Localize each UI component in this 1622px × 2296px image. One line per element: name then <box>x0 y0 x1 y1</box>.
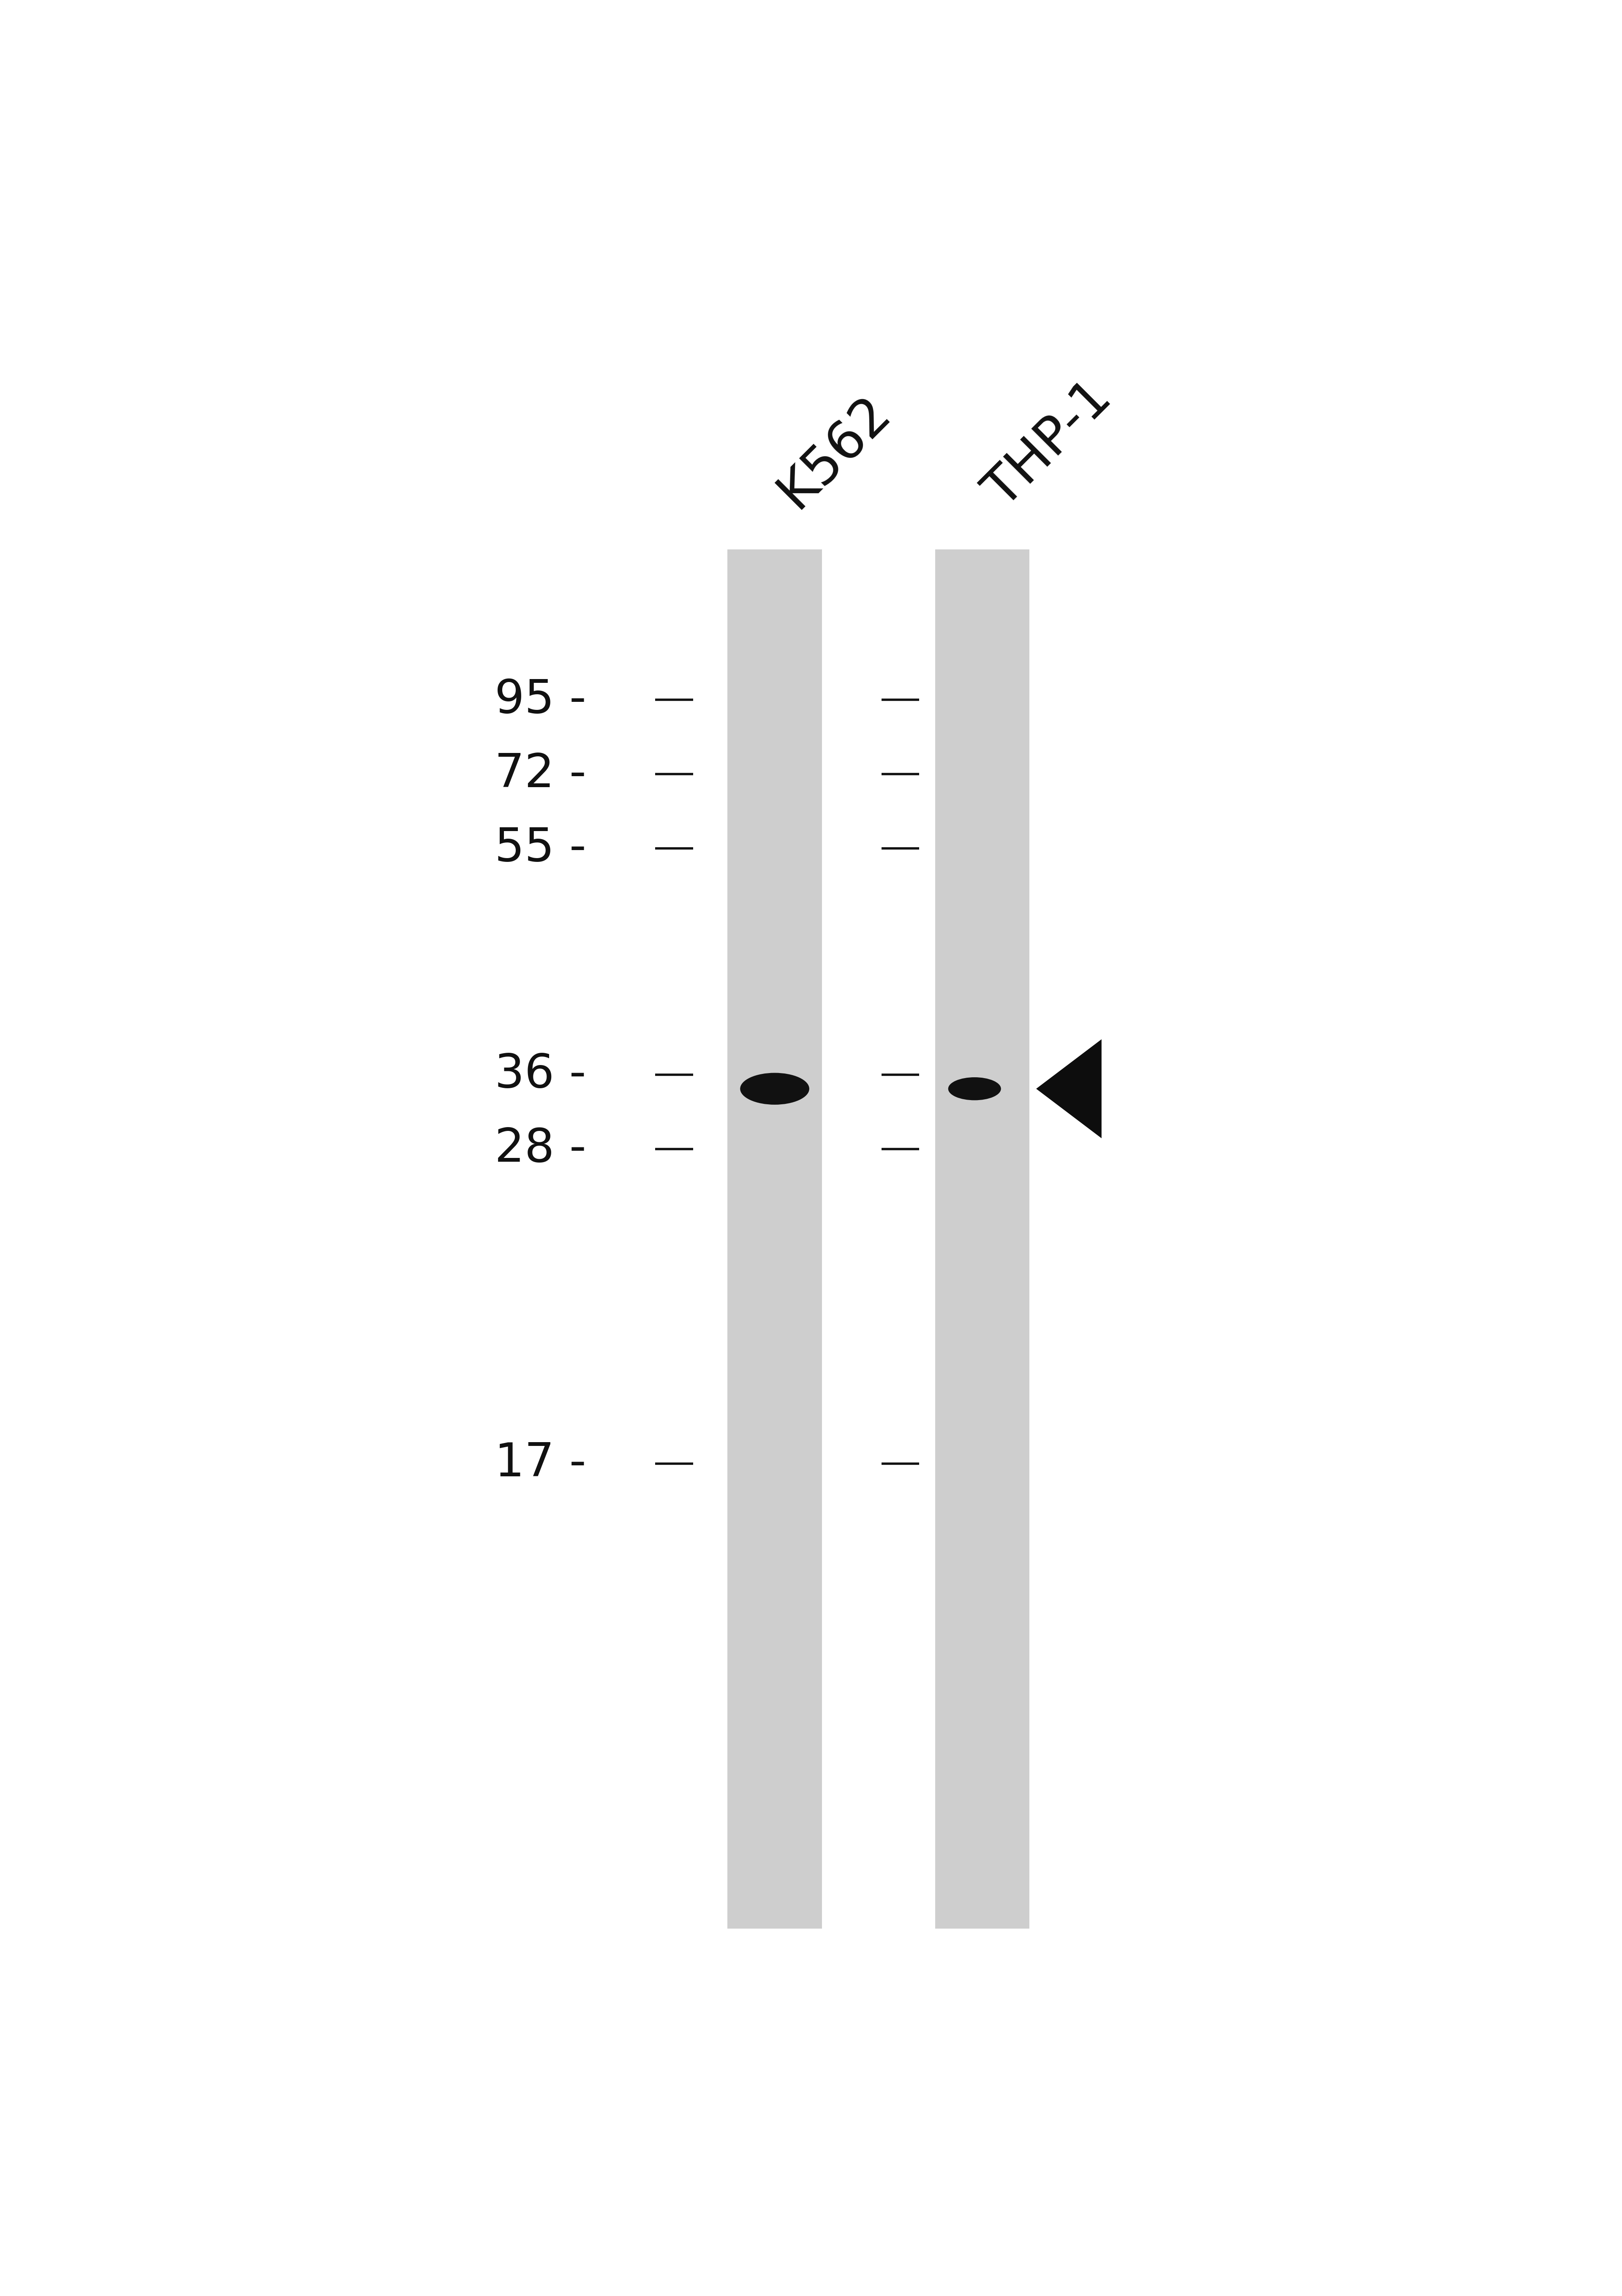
Text: 55 -: 55 - <box>495 827 586 870</box>
Polygon shape <box>1036 1040 1101 1139</box>
Ellipse shape <box>949 1077 1001 1100</box>
Text: 72 -: 72 - <box>495 751 586 797</box>
Text: THP-1: THP-1 <box>976 372 1122 517</box>
Bar <box>934 549 1030 1929</box>
Text: 28 -: 28 - <box>495 1127 586 1171</box>
Text: 17 -: 17 - <box>495 1442 586 1486</box>
Text: 36 -: 36 - <box>495 1052 586 1097</box>
Text: 95 -: 95 - <box>495 677 586 723</box>
Text: K562: K562 <box>769 386 900 517</box>
Ellipse shape <box>740 1072 809 1104</box>
Bar <box>728 549 822 1929</box>
